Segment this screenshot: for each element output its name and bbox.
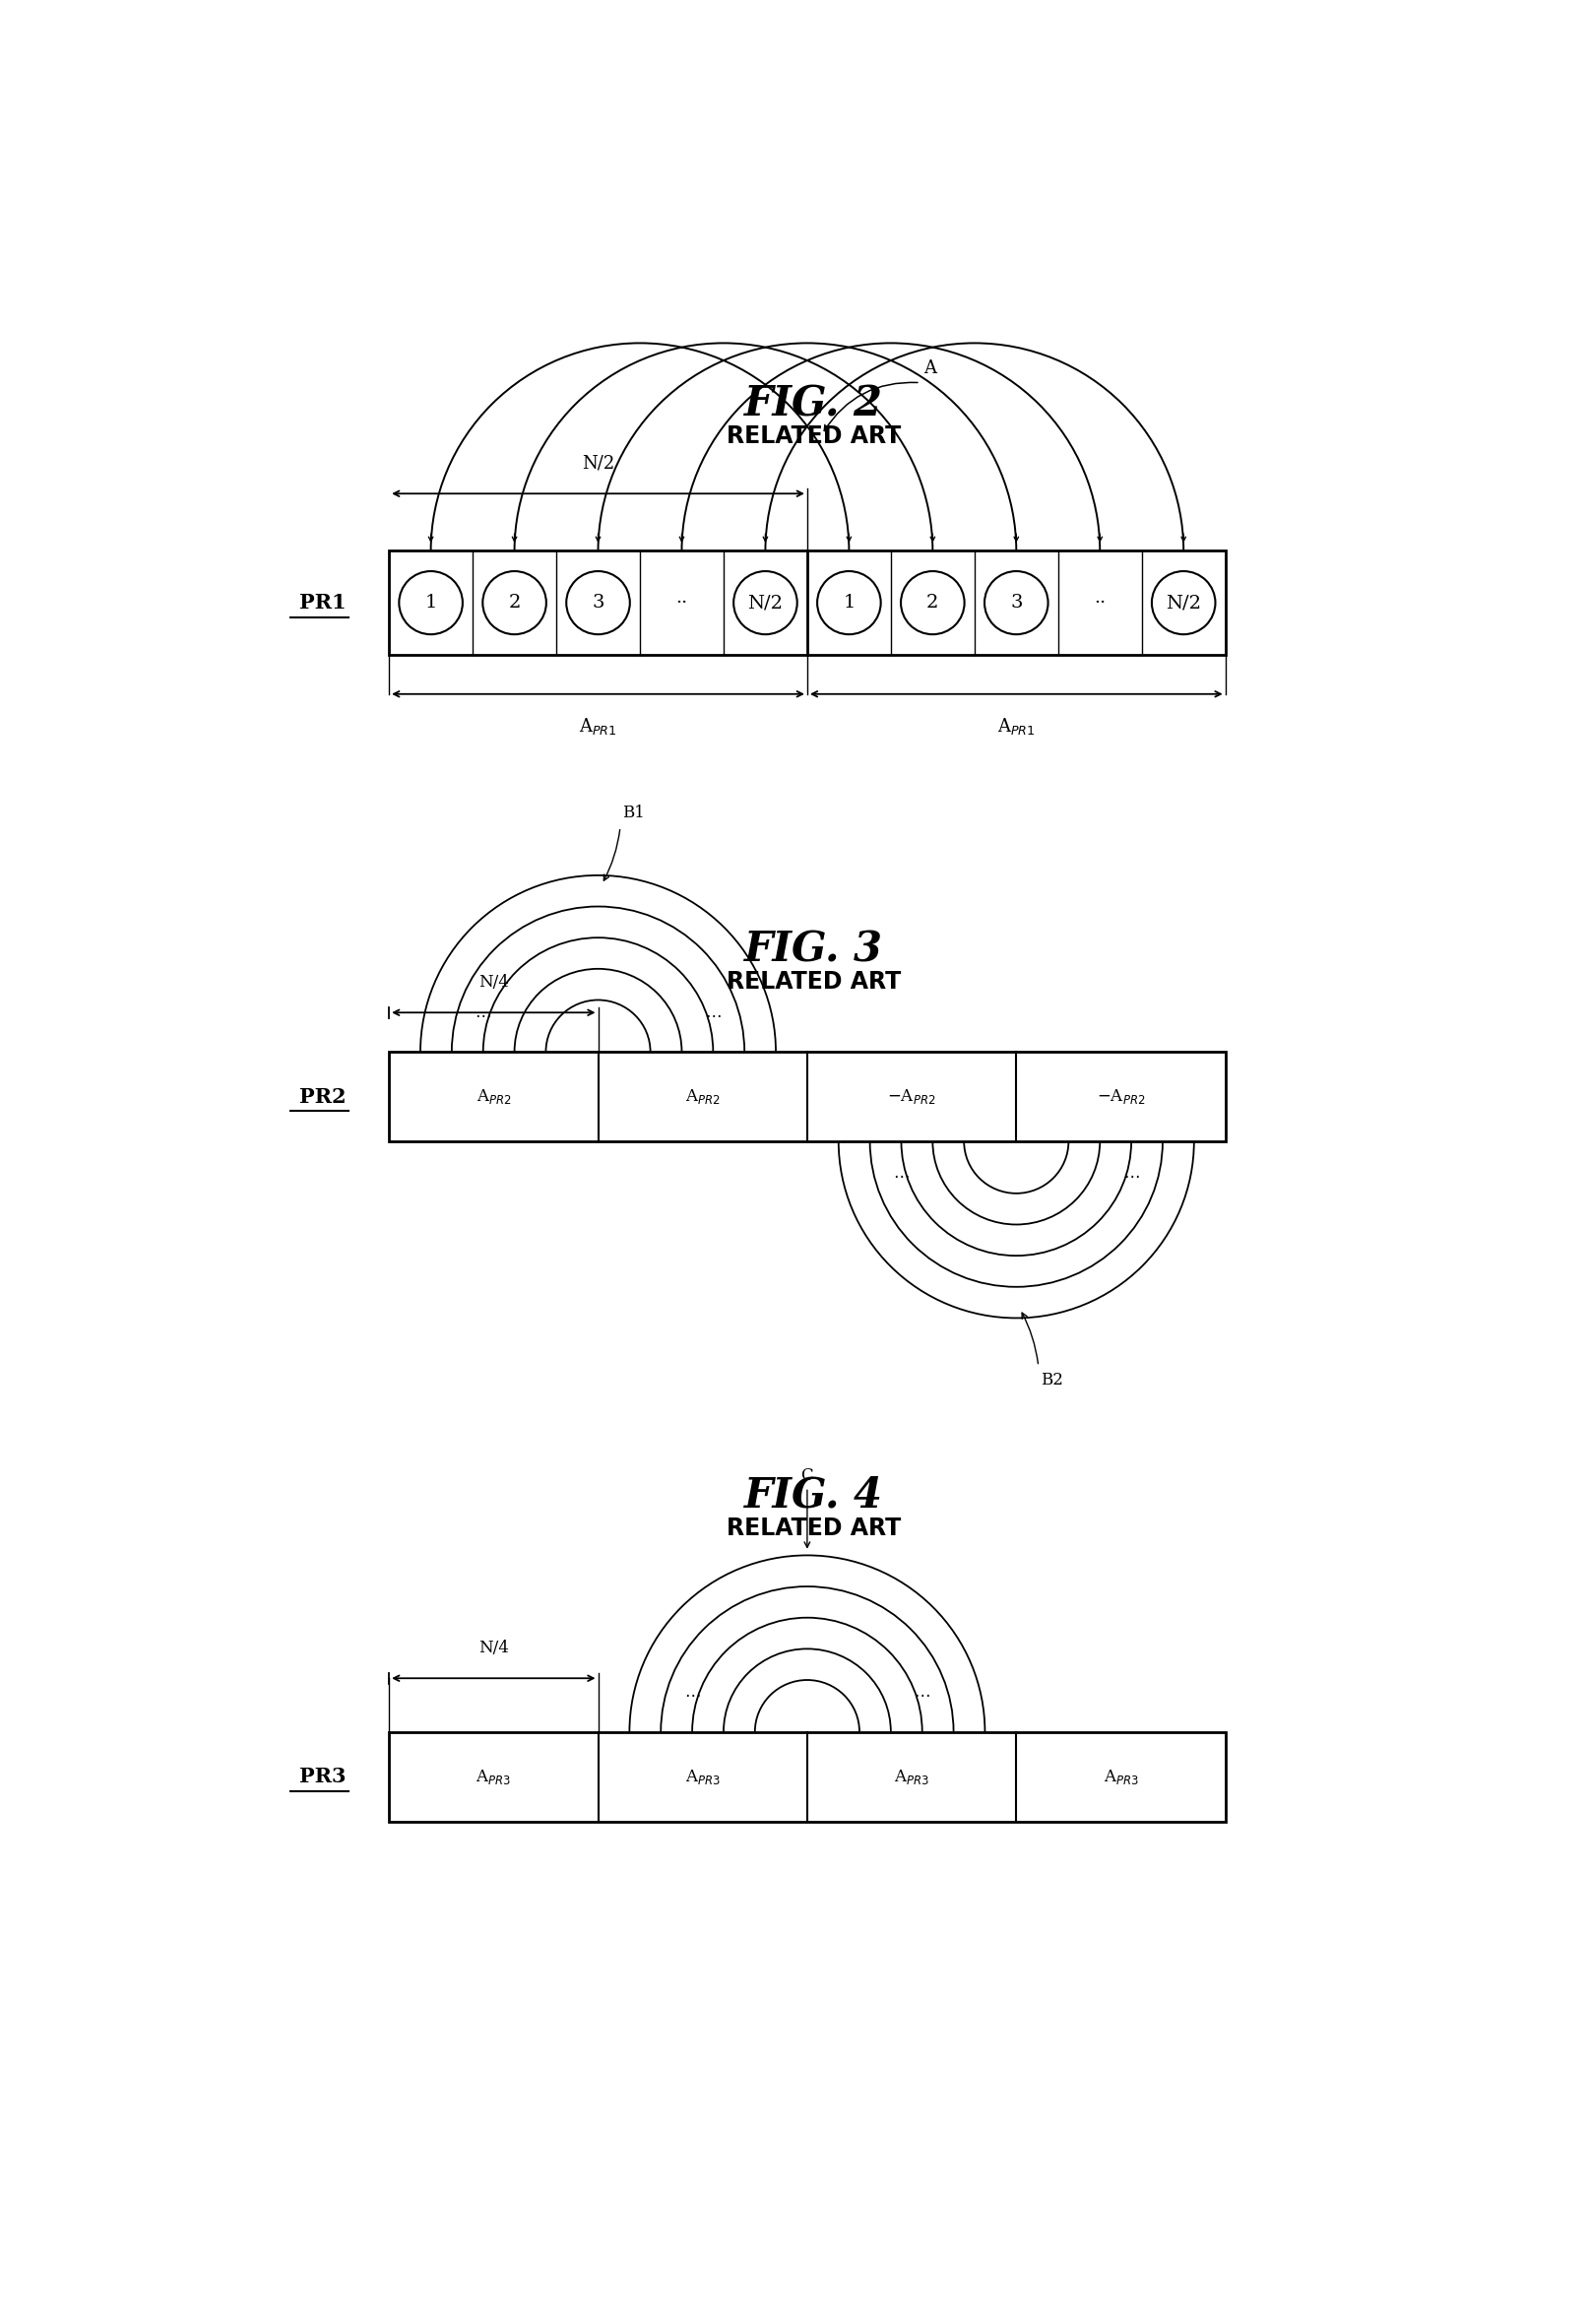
Text: A$_{PR2}$: A$_{PR2}$ xyxy=(476,1088,511,1106)
Text: A$_{PR2}$: A$_{PR2}$ xyxy=(686,1088,720,1106)
Text: N/2: N/2 xyxy=(1166,595,1201,611)
Text: 2: 2 xyxy=(508,595,521,611)
Text: 3: 3 xyxy=(592,595,605,611)
Text: FIG. 3: FIG. 3 xyxy=(744,930,882,971)
Text: ⋯: ⋯ xyxy=(475,1006,492,1025)
Text: $-$A$_{PR2}$: $-$A$_{PR2}$ xyxy=(887,1088,936,1106)
Text: N/2: N/2 xyxy=(747,595,782,611)
Text: PR3: PR3 xyxy=(300,1766,346,1787)
Text: ··: ·· xyxy=(1093,595,1106,611)
Ellipse shape xyxy=(817,572,881,634)
Text: 1: 1 xyxy=(425,595,436,611)
Text: A: A xyxy=(924,360,936,376)
Text: ⋯: ⋯ xyxy=(914,1687,930,1706)
Text: N/2: N/2 xyxy=(582,456,614,472)
Text: A$_{PR1}$: A$_{PR1}$ xyxy=(579,716,617,737)
Ellipse shape xyxy=(984,572,1047,634)
Text: $-$A$_{PR2}$: $-$A$_{PR2}$ xyxy=(1097,1088,1146,1106)
Text: ⋯: ⋯ xyxy=(1124,1169,1139,1185)
Text: ⋯: ⋯ xyxy=(893,1169,909,1185)
Ellipse shape xyxy=(398,572,463,634)
Text: A$_{PR3}$: A$_{PR3}$ xyxy=(686,1766,720,1787)
Text: A$_{PR3}$: A$_{PR3}$ xyxy=(893,1766,930,1787)
Ellipse shape xyxy=(567,572,630,634)
Text: RELATED ART: RELATED ART xyxy=(727,425,900,449)
Text: A$_{PR1}$: A$_{PR1}$ xyxy=(997,716,1035,737)
Ellipse shape xyxy=(733,572,797,634)
Text: C: C xyxy=(801,1466,814,1483)
Text: PR1: PR1 xyxy=(298,593,346,614)
Text: 3: 3 xyxy=(1009,595,1022,611)
Text: B1: B1 xyxy=(622,804,646,823)
Bar xyxy=(389,551,1225,655)
Bar xyxy=(389,1731,1225,1822)
Text: RELATED ART: RELATED ART xyxy=(727,971,900,995)
Ellipse shape xyxy=(482,572,546,634)
Text: A$_{PR3}$: A$_{PR3}$ xyxy=(1103,1766,1138,1787)
Text: ··: ·· xyxy=(676,595,687,611)
Text: A$_{PR3}$: A$_{PR3}$ xyxy=(476,1766,511,1787)
Text: FIG. 4: FIG. 4 xyxy=(744,1476,882,1515)
Text: RELATED ART: RELATED ART xyxy=(727,1515,900,1541)
Ellipse shape xyxy=(901,572,965,634)
Text: FIG. 2: FIG. 2 xyxy=(744,383,882,425)
Bar xyxy=(389,1053,1225,1141)
Text: PR2: PR2 xyxy=(298,1088,346,1106)
Text: B2: B2 xyxy=(1041,1371,1063,1387)
Text: 1: 1 xyxy=(843,595,855,611)
Ellipse shape xyxy=(1152,572,1216,634)
Text: N/4: N/4 xyxy=(478,1641,509,1657)
Text: ⋯: ⋯ xyxy=(705,1006,720,1025)
Text: N/4: N/4 xyxy=(478,974,509,990)
Text: ⋯: ⋯ xyxy=(684,1687,700,1706)
Text: 2: 2 xyxy=(927,595,940,611)
